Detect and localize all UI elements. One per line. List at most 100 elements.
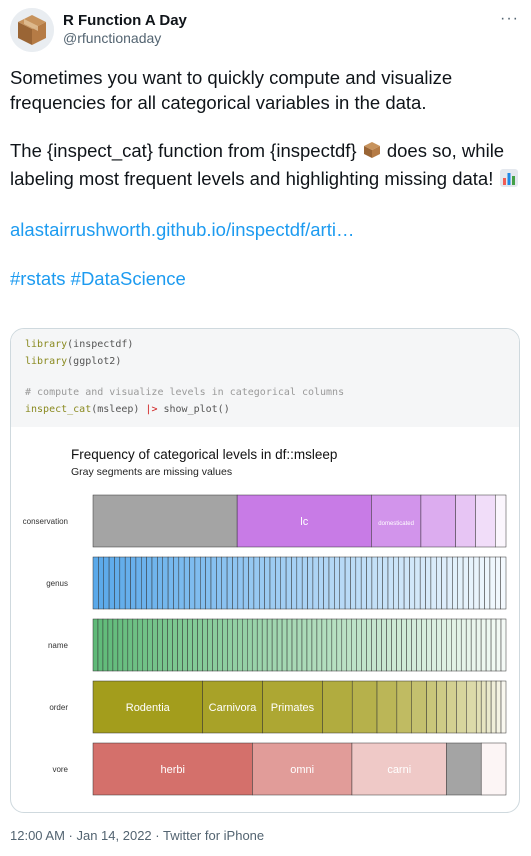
bar-segment: [489, 556, 496, 610]
bar-segment: [189, 556, 196, 610]
tweet-timestamp[interactable]: 12:00 AM · Jan 14, 2022 · Twitter for iP…: [10, 828, 265, 843]
chart-subtitle: Gray segments are missing values: [71, 466, 232, 478]
tweet-hashtags[interactable]: #rstats #DataScience: [10, 267, 186, 289]
bar-segment: [446, 742, 482, 796]
bar-segment: [490, 680, 497, 734]
bar-segment: [197, 618, 203, 672]
chart-bars: conservation lc domesticated genus name order…: [23, 494, 507, 796]
bar-segment: [426, 680, 437, 734]
bar-segment: [391, 618, 397, 672]
bar-segment: [346, 618, 352, 672]
bar-segment: [452, 556, 458, 610]
bar-segment: [403, 556, 410, 610]
row-label: vore: [52, 765, 68, 774]
code-line: library(inspectdf): [25, 339, 134, 350]
bar-segment: [92, 680, 203, 734]
bar-segment: [341, 618, 348, 672]
bar-segment: [291, 556, 298, 610]
bar-segment: [217, 618, 223, 672]
chart-title: Frequency of categorical levels in df::m…: [71, 447, 337, 462]
tweet-body: Sometimes you want to quickly compute an…: [10, 66, 521, 291]
bar-segment: [475, 494, 496, 548]
bar-segment: [92, 556, 99, 610]
bar-segment: [296, 556, 303, 610]
bar-segment: [157, 556, 163, 610]
bar-segment: [495, 618, 502, 672]
more-options-icon[interactable]: ···: [500, 10, 519, 27]
bar-segment: [301, 618, 308, 672]
bar-segment: [97, 618, 104, 672]
bar-segment: [92, 618, 99, 672]
bar-segment: [366, 618, 372, 672]
bar-segment: [495, 556, 501, 610]
bar-segment: [331, 618, 338, 672]
bar-segment: [455, 618, 462, 672]
box-emoji-icon: [362, 140, 382, 167]
bar-segment: [398, 556, 405, 610]
tweet-paragraph-2-start: The {inspect_cat} function from {inspect…: [10, 140, 357, 161]
bar-segment: [401, 618, 407, 672]
bar-segment: [351, 680, 378, 734]
bar-segment: [350, 556, 357, 610]
bar-segment: [266, 618, 273, 672]
bar-segment: [322, 680, 353, 734]
bar-segment: [431, 618, 437, 672]
bar-segment: [478, 556, 485, 610]
bar-segment: [301, 556, 308, 610]
bar-segment: [311, 618, 318, 672]
avatar-box-icon: [10, 8, 54, 52]
bar-segment: [360, 556, 367, 610]
segment-label: Carnivora: [209, 702, 258, 714]
bar-segment: [386, 618, 392, 672]
bar-segment: [334, 556, 340, 610]
bar-segment: [253, 556, 260, 610]
bar-segment: [351, 742, 447, 796]
bar-segment: [103, 556, 110, 610]
tweet-link[interactable]: alastairrushworth.github.io/inspectdf/ar…: [10, 219, 355, 240]
bar-segment: [117, 618, 124, 672]
bar-segment: [480, 618, 487, 672]
bar-segment: [466, 680, 477, 734]
bar-segment: [419, 556, 426, 610]
bar-segment: [344, 556, 351, 610]
display-name[interactable]: R Function A Day: [63, 12, 187, 29]
bar-segment: [420, 494, 456, 548]
bar-segment: [371, 494, 422, 548]
bar-segment: [436, 556, 442, 610]
bar-segment: [210, 556, 217, 610]
row-label: name: [48, 641, 69, 650]
bar-segment: [222, 618, 228, 672]
user-handle[interactable]: @rfunctionaday: [63, 30, 162, 46]
bar-segment: [377, 556, 383, 610]
bar-segment: [451, 618, 457, 672]
bar-segment: [462, 556, 469, 610]
bar-segment: [446, 556, 453, 610]
bar-segment: [262, 680, 323, 734]
tweet-media-image[interactable]: library(inspectdf) library(ggplot2) # co…: [10, 328, 520, 813]
tweet-paragraph-2: The {inspect_cat} function from {inspect…: [10, 139, 521, 194]
bar-segment: [142, 618, 148, 672]
bar-segment: [207, 618, 213, 672]
bar-segment: [376, 618, 382, 672]
bar-segment: [321, 618, 328, 672]
code-comment: # compute and visualize levels in catego…: [25, 387, 345, 398]
avatar[interactable]: [10, 8, 54, 52]
bar-segment: [475, 680, 482, 734]
bar-segment: [216, 556, 222, 610]
bar-segment: [127, 618, 134, 672]
bar-segment: [500, 680, 507, 734]
bar-segment: [264, 556, 271, 610]
bar-segment: [470, 618, 477, 672]
bar-segment: [187, 618, 193, 672]
bar-segment: [387, 556, 394, 610]
bar-segment: [92, 494, 238, 548]
bar-segment: [468, 556, 475, 610]
bar-segment: [480, 680, 487, 734]
bar-segment: [473, 556, 480, 610]
bar-segment: [475, 618, 482, 672]
bar-segment: [183, 556, 190, 610]
bar-segment: [328, 556, 335, 610]
bar-segment: [426, 618, 432, 672]
bar-segment: [356, 618, 362, 672]
bar-segment: [151, 556, 158, 610]
